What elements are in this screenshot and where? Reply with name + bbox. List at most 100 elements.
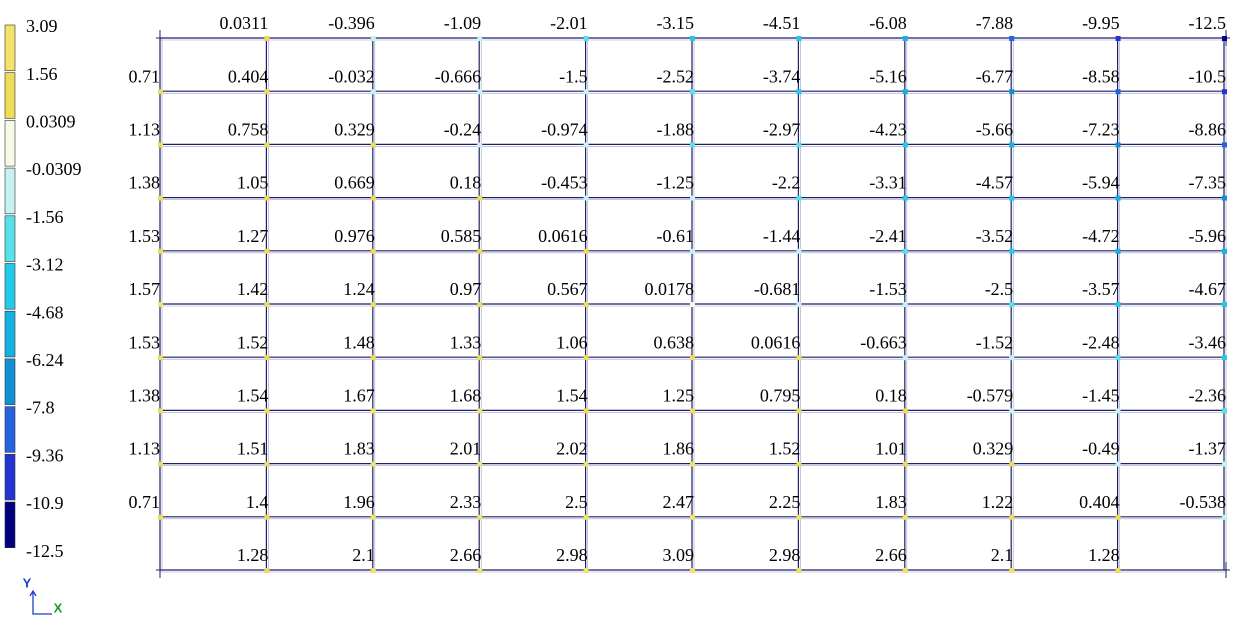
node xyxy=(1222,408,1227,414)
node-value: -6.77 xyxy=(976,66,1014,86)
node-value: -5.66 xyxy=(976,120,1014,140)
node xyxy=(370,89,376,95)
node-value: -0.24 xyxy=(444,120,482,140)
node xyxy=(1115,195,1121,201)
node-value: 1.83 xyxy=(343,439,375,459)
node xyxy=(583,355,589,361)
node xyxy=(264,408,270,414)
node xyxy=(477,355,483,361)
node-value: 2.66 xyxy=(875,545,907,565)
node xyxy=(902,36,908,41)
node xyxy=(1115,355,1121,361)
node-value: 0.669 xyxy=(334,173,375,193)
node xyxy=(370,142,376,148)
node xyxy=(690,36,695,41)
node xyxy=(1009,461,1015,467)
row-edge-value: 0.71 xyxy=(129,492,161,512)
node-value: -0.453 xyxy=(541,173,588,193)
node xyxy=(1115,514,1121,520)
node xyxy=(1222,461,1227,467)
node xyxy=(796,248,802,254)
node-value: -3.52 xyxy=(976,226,1014,246)
node-value: 1.28 xyxy=(237,545,269,565)
row-edge-value: 1.13 xyxy=(129,120,161,140)
node xyxy=(158,248,163,254)
legend-swatch xyxy=(4,310,16,358)
node xyxy=(902,355,908,361)
node-value: -0.396 xyxy=(328,13,375,33)
node xyxy=(1009,408,1015,414)
node-value: 2.02 xyxy=(556,439,588,459)
node xyxy=(264,461,270,467)
node xyxy=(583,568,589,573)
node xyxy=(1115,461,1121,467)
node xyxy=(1009,89,1015,95)
node xyxy=(1222,36,1227,41)
node-value: -10.5 xyxy=(1189,66,1227,86)
node-value: 0.795 xyxy=(760,386,801,406)
node xyxy=(264,142,270,148)
legend-swatch xyxy=(4,453,16,501)
legend-swatch xyxy=(4,263,16,310)
node xyxy=(902,89,908,95)
node-value: -0.974 xyxy=(541,120,588,140)
legend-label: -0.0309 xyxy=(26,159,82,179)
node xyxy=(690,195,695,201)
node-value: -2.5 xyxy=(985,279,1014,299)
node-value: -8.86 xyxy=(1189,120,1227,140)
node-value: -7.88 xyxy=(976,13,1014,33)
node xyxy=(796,514,802,520)
node xyxy=(902,514,908,520)
legend-label: -10.9 xyxy=(26,493,64,513)
legend-swatch xyxy=(4,24,16,72)
node-value: -9.95 xyxy=(1082,13,1120,33)
node xyxy=(796,36,802,41)
node xyxy=(1115,36,1121,41)
node xyxy=(264,248,270,254)
node xyxy=(264,568,270,573)
node xyxy=(1009,36,1015,41)
node xyxy=(690,461,695,467)
node xyxy=(902,568,908,573)
row-edge-value: 1.53 xyxy=(129,226,161,246)
node xyxy=(264,514,270,520)
node xyxy=(477,89,483,95)
node xyxy=(370,248,376,254)
node-value: 2.47 xyxy=(663,492,695,512)
legend-swatch xyxy=(4,406,16,453)
node-value: -5.96 xyxy=(1189,226,1227,246)
node-value: -0.61 xyxy=(657,226,695,246)
node xyxy=(796,461,802,467)
node-value: -1.53 xyxy=(869,279,907,299)
node xyxy=(370,408,376,414)
node-value: 1.83 xyxy=(875,492,907,512)
node-value: 1.33 xyxy=(450,332,482,352)
node-value: 2.1 xyxy=(991,545,1014,565)
node xyxy=(583,302,589,307)
legend-label: -7.8 xyxy=(26,398,55,418)
node-value: -7.23 xyxy=(1082,120,1120,140)
node xyxy=(796,568,802,573)
node-value: 1.06 xyxy=(556,332,588,352)
node-value: 1.24 xyxy=(343,279,375,299)
node xyxy=(370,568,376,573)
node-value: -12.5 xyxy=(1189,13,1227,33)
node xyxy=(690,408,695,414)
node xyxy=(583,195,589,201)
node-value: -4.72 xyxy=(1082,226,1120,246)
node xyxy=(1222,248,1227,254)
row-edge-value: 1.38 xyxy=(129,173,161,193)
node xyxy=(902,142,908,148)
node-value: -1.37 xyxy=(1189,439,1227,459)
node-value: -1.44 xyxy=(763,226,801,246)
node xyxy=(370,355,376,361)
legend-label: 3.09 xyxy=(26,16,58,36)
node-value: -1.25 xyxy=(657,173,695,193)
node-value: 1.86 xyxy=(663,439,695,459)
axis-y-label: Y xyxy=(23,575,32,590)
node xyxy=(1115,302,1121,307)
row-edge-value: 1.13 xyxy=(129,439,161,459)
node xyxy=(690,514,695,520)
node-value: 2.1 xyxy=(352,545,375,565)
